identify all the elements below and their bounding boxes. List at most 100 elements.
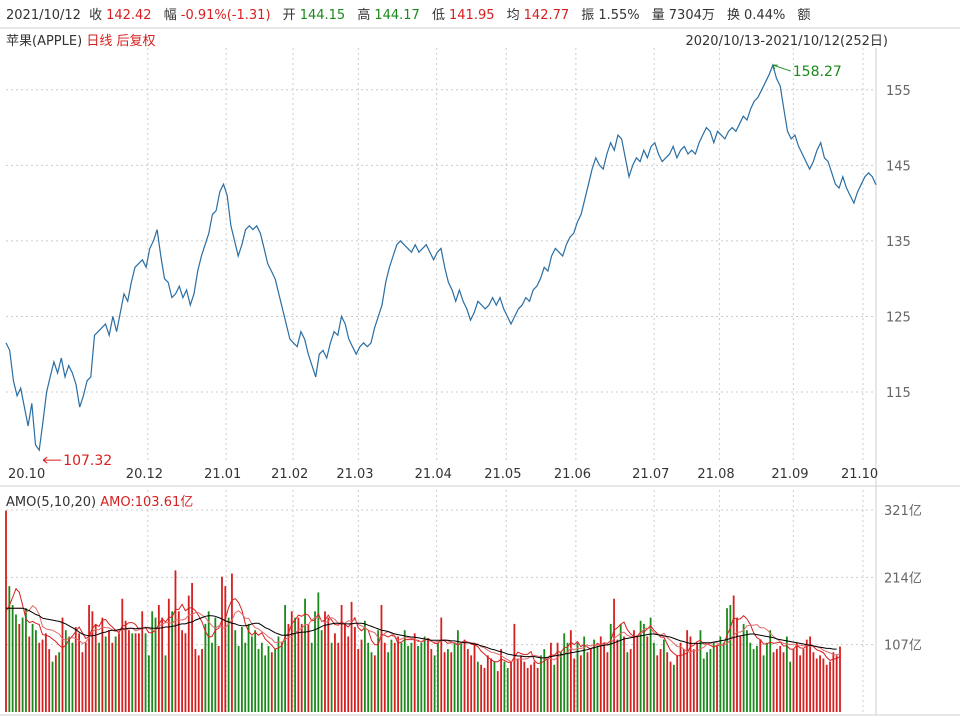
amo-bar (556, 642, 559, 712)
amo-bar (231, 573, 233, 712)
amo-bar (310, 642, 313, 712)
amo-bar (480, 664, 483, 712)
x-tick-label: 21.02 (271, 467, 308, 482)
amo-bar (171, 611, 174, 712)
amo-bar (586, 652, 589, 712)
amo-bar (676, 655, 679, 712)
amo-bar (722, 642, 725, 712)
amo-bar (357, 649, 360, 712)
x-tick-label: 20.10 (8, 467, 45, 482)
amo-bar (41, 639, 44, 712)
amo-bar (839, 646, 841, 712)
amo-bar (234, 630, 237, 712)
amo-bar (21, 617, 24, 712)
amo-bar (649, 617, 652, 712)
amo-bar (28, 636, 31, 712)
amo-tick-label: 321亿 (884, 504, 922, 519)
amo-bar (181, 630, 184, 712)
amo-bar (363, 620, 366, 712)
x-tick-label: 21.07 (632, 467, 669, 482)
amo-bar (161, 617, 164, 712)
amount-label: 额 (797, 8, 811, 23)
amo-bar (370, 652, 373, 712)
amo-bar (835, 655, 838, 712)
amo-bar (264, 655, 267, 712)
amo-bar (337, 642, 340, 712)
close-value: 142.42 (106, 8, 152, 23)
amo-bar (141, 611, 144, 712)
amo-bar (686, 630, 689, 712)
amo-bar (15, 614, 17, 712)
amo-bar (111, 642, 114, 712)
amo-bar (483, 667, 486, 712)
amo-bar (706, 652, 708, 712)
date-range: 2020/10/13-2021/10/12(252日) (685, 34, 888, 49)
amo-bar (114, 636, 117, 712)
amo-bar (11, 605, 14, 712)
amo-bar (447, 649, 449, 712)
amplitude-value: 1.55% (598, 8, 640, 23)
chart-header: 苹果(APPLE) 日线 后复权 (6, 30, 156, 49)
amo-bar (420, 642, 423, 712)
adjust-tag[interactable]: 后复权 (116, 34, 156, 49)
amo-bar (832, 652, 835, 712)
amo-bar (639, 620, 642, 712)
amo-bar (682, 649, 685, 712)
price-tick-label: 125 (886, 310, 911, 325)
amo-bar (373, 655, 376, 712)
amo-bar (104, 636, 107, 712)
amo-bar (330, 642, 333, 712)
amo-bar (629, 649, 632, 712)
open-label: 开 (282, 8, 296, 23)
amo-bar (546, 658, 549, 712)
amo-bar (739, 636, 742, 712)
amo-bar (579, 655, 582, 712)
amo-bar (456, 630, 459, 712)
amo-bar (387, 652, 390, 712)
high-label: 高 (357, 8, 371, 23)
x-tick-label: 21.08 (697, 467, 734, 482)
amo-bar (280, 642, 283, 712)
amo-current: AMO:103.61亿 (100, 495, 194, 510)
amo-bar (413, 633, 416, 712)
amo-bar (237, 645, 240, 712)
amo-bar (593, 639, 596, 712)
amo-bar (197, 655, 200, 712)
amo-bar (407, 645, 409, 712)
amo-bar (789, 661, 792, 712)
amo-bar (692, 649, 695, 712)
amo-bar (669, 661, 672, 712)
amo-bar (619, 623, 622, 712)
amo-bar (157, 605, 160, 712)
amo-bar (108, 630, 110, 712)
amo-bar (74, 627, 77, 712)
amo-bar (543, 649, 546, 712)
amo-bar (334, 633, 336, 712)
amo-bar (815, 658, 818, 712)
x-tick-label: 21.06 (554, 467, 591, 482)
amo-bar (260, 642, 263, 712)
amo-bar (247, 623, 250, 712)
amo-bar (427, 639, 429, 712)
amo-title: AMO(5,10,20) (6, 495, 97, 510)
amo-bar (61, 617, 64, 712)
amo-bar (300, 623, 303, 712)
min-price-label: 107.32 (63, 453, 112, 469)
period-tag[interactable]: 日线 (86, 34, 113, 49)
amo-bar (829, 661, 831, 712)
amo-bar (78, 633, 80, 712)
x-tick-label: 21.04 (415, 467, 452, 482)
amo-bar (460, 642, 463, 712)
price-tick-label: 145 (886, 159, 911, 174)
amo-bar (473, 642, 476, 712)
avg-label: 均 (506, 8, 520, 23)
amo-bar (377, 630, 380, 712)
amo-bar (463, 639, 466, 712)
amo-bar (124, 620, 127, 712)
amo-bar (250, 636, 253, 712)
amo-bar (214, 617, 217, 712)
amo-bar (756, 645, 758, 712)
amo-bar (559, 652, 562, 712)
amo-bar (91, 611, 94, 712)
